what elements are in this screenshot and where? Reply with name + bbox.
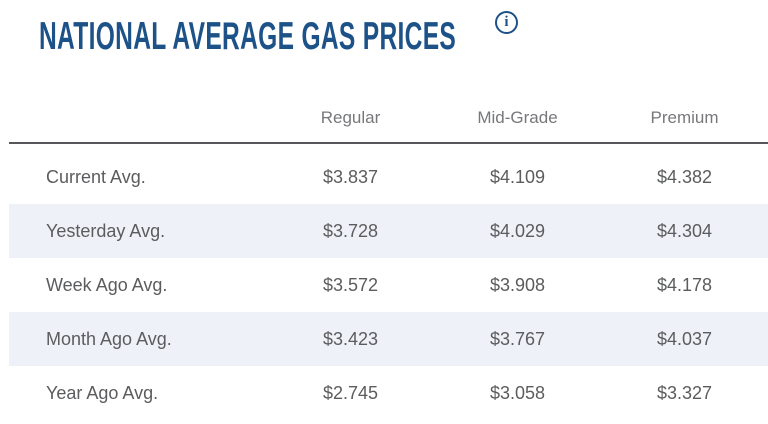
price-cell-midgrade: $3.058 (489, 382, 546, 403)
row-label: Current Avg. (46, 166, 146, 187)
table-row-year-ago-avg: Year Ago Avg. $2.745 $3.058 $3.327 (9, 366, 768, 420)
column-header-premium: Premium (650, 108, 719, 127)
price-cell-midgrade: $4.109 (489, 166, 546, 187)
row-label: Month Ago Avg. (46, 328, 172, 349)
info-icon[interactable]: i (495, 11, 518, 34)
price-cell-premium: $4.037 (656, 328, 713, 349)
price-cell-regular: $3.837 (322, 166, 379, 187)
price-cell-premium: $4.304 (656, 220, 713, 241)
price-cell-regular: $2.745 (322, 382, 379, 403)
column-header-midgrade: Mid-Grade (477, 108, 558, 127)
price-cell-midgrade: $4.029 (489, 220, 546, 241)
row-label: Week Ago Avg. (46, 274, 168, 295)
table-row-week-ago-avg: Week Ago Avg. $3.572 $3.908 $4.178 (9, 258, 768, 312)
price-cell-regular: $3.728 (322, 220, 379, 241)
row-label: Yesterday Avg. (46, 220, 166, 241)
table-header-row: Regular Mid-Grade Premium (9, 100, 768, 144)
price-cell-premium: $3.327 (656, 382, 713, 403)
price-cell-premium: $4.178 (656, 274, 713, 295)
table-row-month-ago-avg: Month Ago Avg. $3.423 $3.767 $4.037 (9, 312, 768, 366)
price-cell-midgrade: $3.908 (489, 274, 546, 295)
price-cell-midgrade: $3.767 (489, 328, 546, 349)
page-title: NATIONAL AVERAGE GAS PRICES (39, 15, 457, 58)
price-cell-premium: $4.382 (656, 166, 713, 187)
page-header: NATIONAL AVERAGE GAS PRICES (39, 14, 701, 60)
column-header-regular: Regular (320, 108, 381, 127)
row-label: Year Ago Avg. (46, 382, 159, 403)
price-cell-regular: $3.423 (322, 328, 379, 349)
price-cell-regular: $3.572 (322, 274, 379, 295)
gas-price-table: Regular Mid-Grade Premium Current Avg. $… (9, 100, 768, 420)
header-spacer (9, 118, 267, 124)
table-row-current-avg: Current Avg. $3.837 $4.109 $4.382 (9, 150, 768, 204)
table-row-yesterday-avg: Yesterday Avg. $3.728 $4.029 $4.304 (9, 204, 768, 258)
